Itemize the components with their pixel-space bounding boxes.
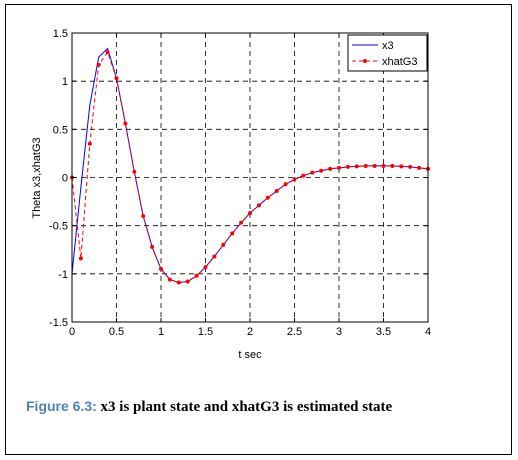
y-tick-labels: -1.5 -1 -0.5 0 0.5 1 1.5 (49, 28, 68, 329)
data-point-xhatG3 (345, 164, 350, 169)
y-tick-label: 0.5 (53, 124, 68, 136)
data-point-xhatG3 (417, 165, 422, 170)
legend-label-xhatG3: xhatG3 (382, 56, 417, 68)
data-point-xhatG3 (203, 265, 208, 270)
data-point-xhatG3 (301, 173, 306, 178)
series-layer (70, 47, 430, 285)
data-point-xhatG3 (354, 164, 359, 169)
data-point-xhatG3 (212, 254, 217, 259)
data-point-xhatG3 (159, 267, 163, 272)
y-tick-label: -1.5 (49, 317, 68, 329)
figure-caption: Figure 6.3: x3 is plant state and xhatG3… (26, 398, 392, 416)
x-tick-label: 3.5 (376, 326, 391, 338)
data-point-xhatG3 (381, 163, 386, 168)
legend: x3 xhatG3 (347, 34, 428, 72)
data-point-xhatG3 (292, 177, 297, 182)
data-point-xhatG3 (408, 164, 413, 169)
data-point-xhatG3 (105, 50, 110, 55)
data-point-xhatG3 (390, 163, 395, 168)
data-point-xhatG3 (399, 164, 404, 169)
data-point-xhatG3 (194, 273, 199, 278)
y-tick-label: -1 (58, 269, 68, 281)
x-tick-label: 1.5 (198, 326, 213, 338)
data-point-xhatG3 (337, 165, 341, 170)
data-point-xhatG3 (239, 220, 244, 225)
data-point-xhatG3 (185, 279, 190, 284)
data-point-xhatG3 (78, 256, 83, 261)
tick-marks (71, 32, 429, 323)
y-axis-label: Theta x3,xhatG3 (31, 137, 43, 218)
data-point-xhatG3 (230, 231, 235, 236)
y-tick-label: -0.5 (49, 221, 68, 233)
data-point-xhatG3 (274, 188, 279, 193)
data-point-xhatG3 (265, 195, 270, 200)
data-point-xhatG3 (310, 170, 315, 175)
y-tick-label: 1 (62, 76, 68, 88)
data-point-xhatG3 (248, 211, 252, 216)
data-point-xhatG3 (256, 203, 261, 208)
x-axis-label: t sec (238, 349, 262, 361)
data-point-xhatG3 (96, 62, 101, 67)
data-point-xhatG3 (176, 280, 181, 285)
legend-box (347, 34, 428, 72)
caption-label: Figure 6.3: (26, 398, 97, 414)
x-tick-label: 2 (247, 326, 253, 338)
x-tick-label: 2.5 (287, 326, 302, 338)
data-point-xhatG3 (123, 121, 128, 126)
data-point-xhatG3 (221, 242, 226, 247)
data-point-xhatG3 (167, 277, 172, 282)
x-tick-label: 4 (425, 326, 431, 338)
x-tick-label: 0 (69, 326, 75, 338)
y-tick-label: 1.5 (53, 28, 68, 40)
data-point-xhatG3 (283, 182, 288, 187)
data-point-xhatG3 (114, 76, 119, 81)
data-point-xhatG3 (319, 168, 324, 173)
x-tick-label: 3 (336, 326, 342, 338)
x-tick-label: 0.5 (109, 326, 124, 338)
grid-lines (72, 33, 428, 322)
y-tick-label: 0 (62, 173, 68, 185)
caption-text: x3 is plant state and xhatG3 is estimate… (96, 399, 393, 415)
x-tick-label: 1 (158, 326, 164, 338)
legend-marker-xhatG3 (363, 59, 367, 63)
data-point-xhatG3 (372, 163, 377, 168)
data-point-xhatG3 (363, 163, 368, 168)
data-point-xhatG3 (150, 244, 155, 249)
data-point-xhatG3 (132, 169, 137, 174)
data-point-xhatG3 (141, 214, 146, 219)
data-point-xhatG3 (87, 141, 92, 146)
legend-label-x3: x3 (382, 40, 394, 52)
data-point-xhatG3 (328, 166, 333, 171)
x-tick-labels: 0 0.5 1 1.5 2 2.5 3 3.5 4 (69, 326, 431, 338)
